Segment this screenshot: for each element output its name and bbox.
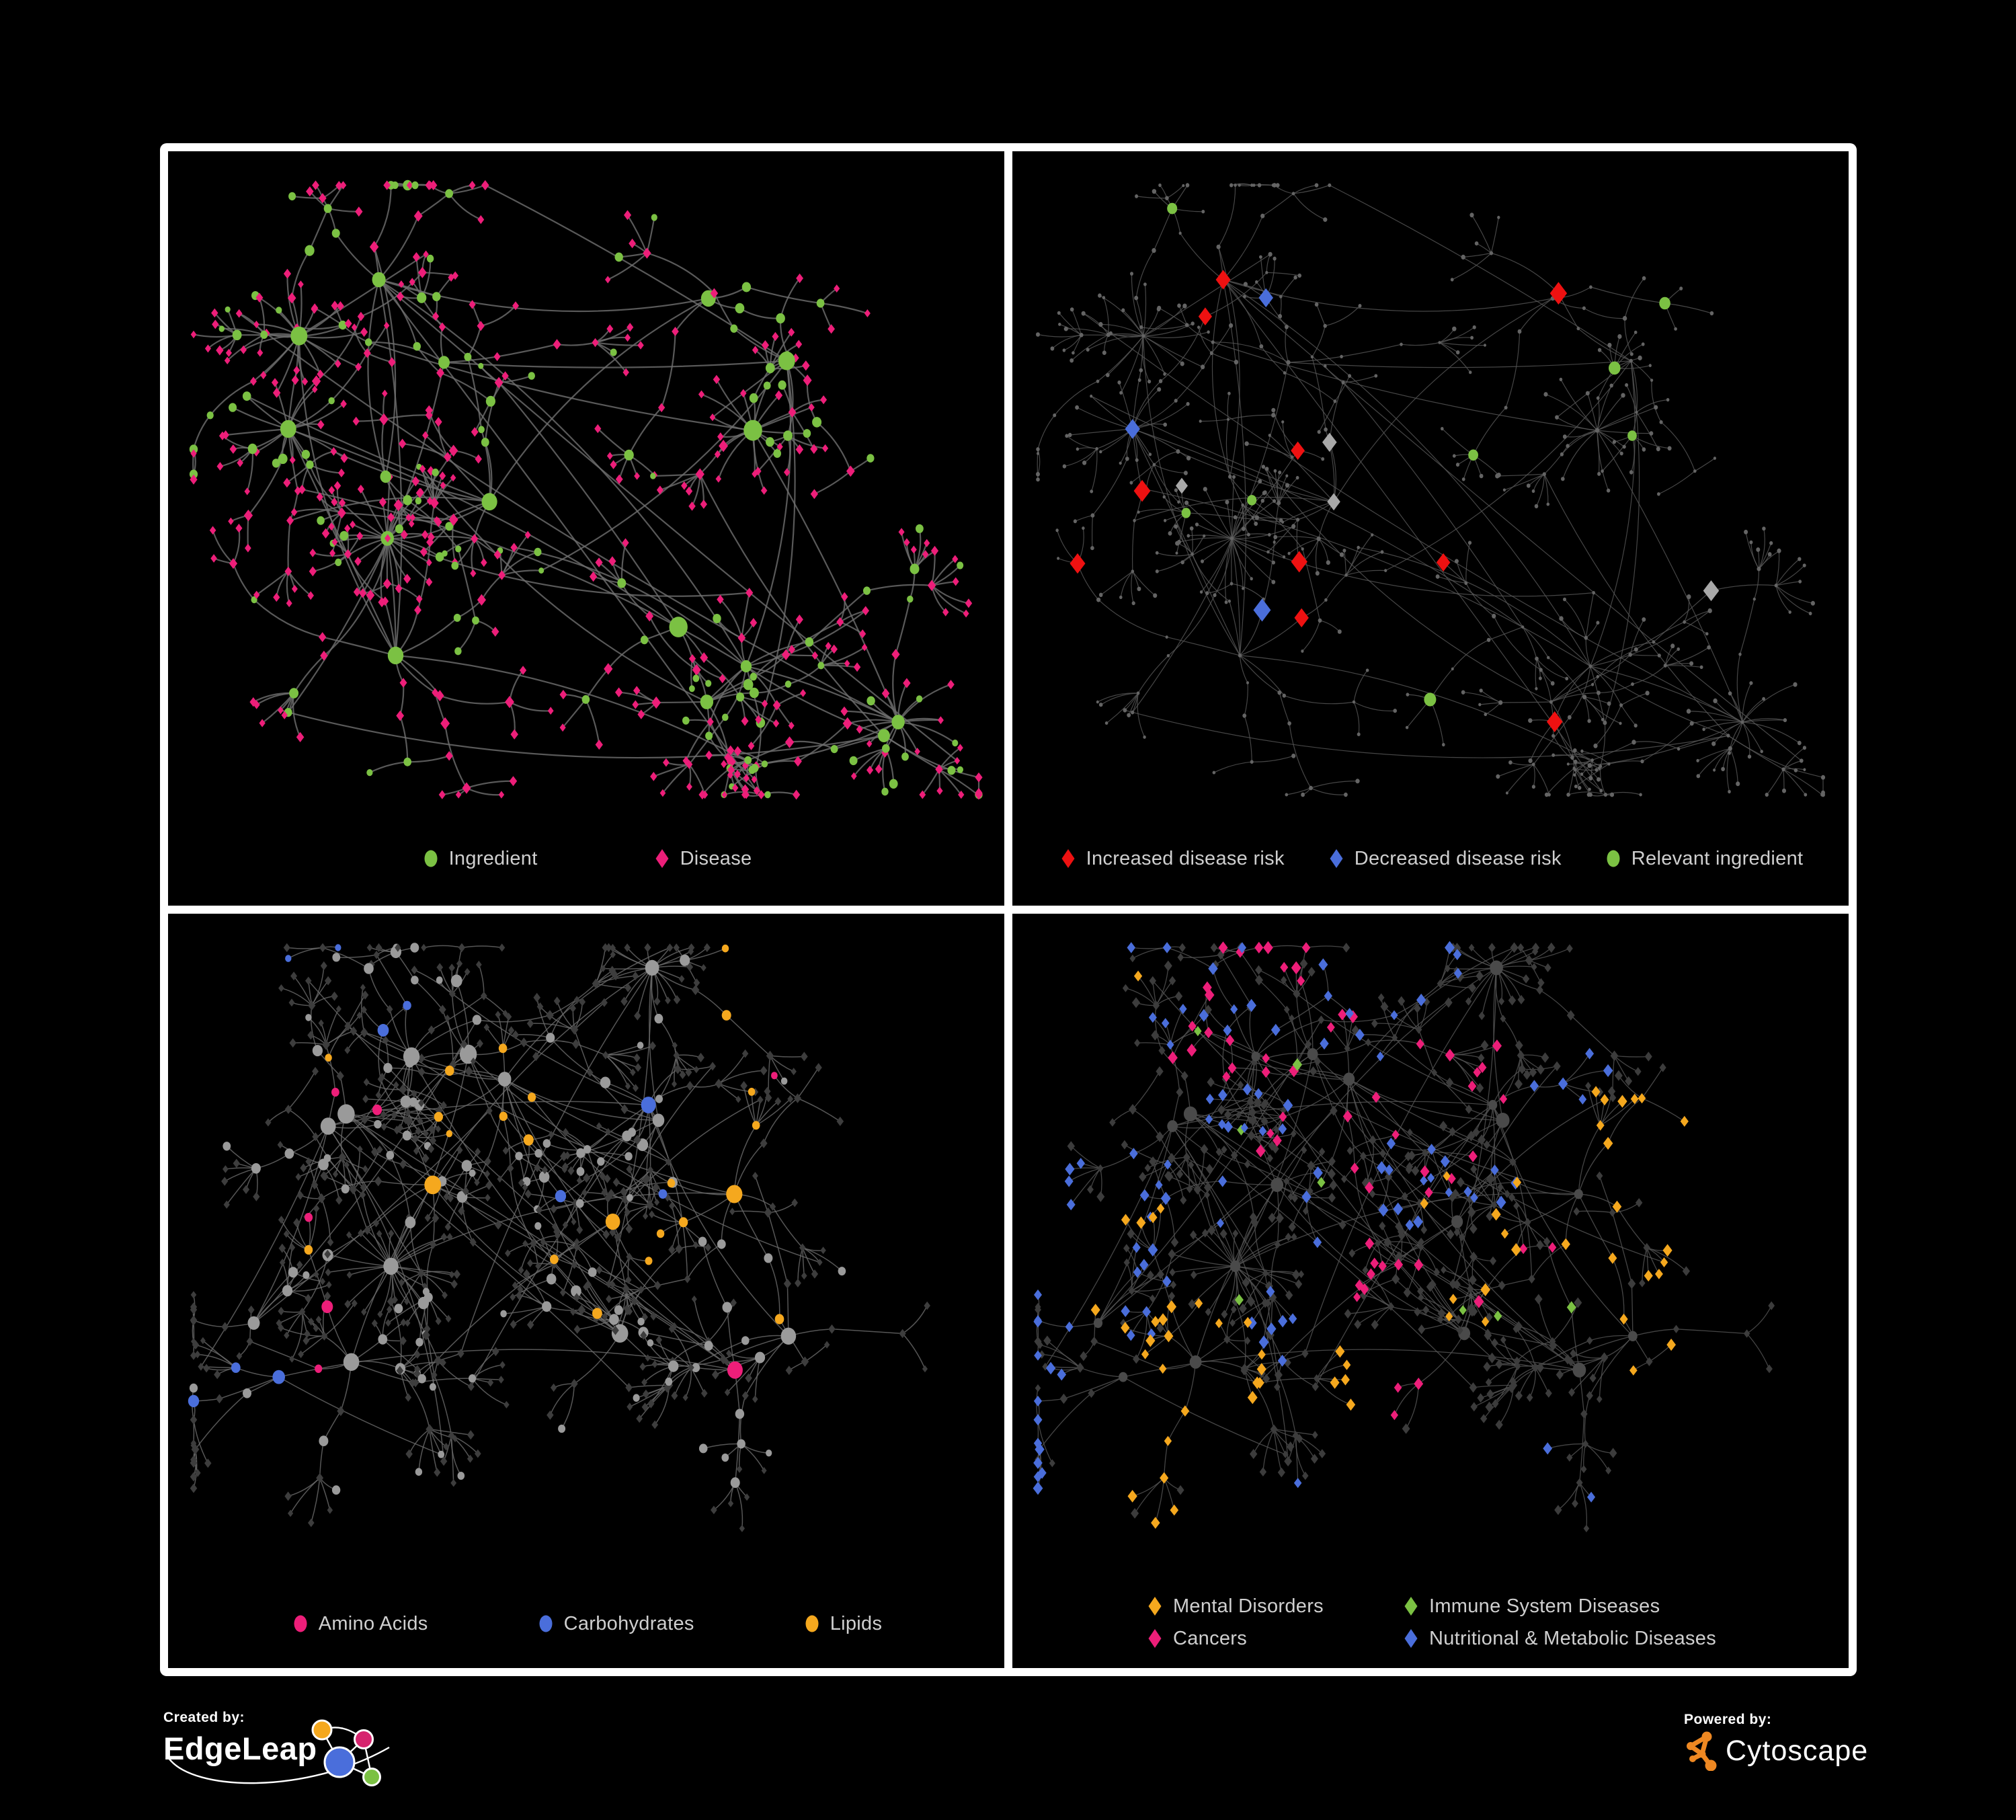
legend-item-disease: Disease xyxy=(652,846,752,871)
legend-item-mental-disorders: Mental Disorders xyxy=(1145,1594,1324,1618)
legend-disease-classes: Mental Disorders Immune System Diseases … xyxy=(1012,1594,1849,1651)
legend-label: Lipids xyxy=(830,1612,883,1634)
legend-item-relevant-ingredient: Relevant ingredient xyxy=(1603,846,1804,871)
legend-item-increased-risk: Increased disease risk xyxy=(1058,846,1285,871)
legend-item-metabolic-diseases: Nutritional & Metabolic Diseases xyxy=(1401,1626,1716,1651)
legend-item-decreased-risk: Decreased disease risk xyxy=(1326,846,1562,871)
legend-label: Mental Disorders xyxy=(1172,1595,1324,1617)
legend-label: Relevant ingredient xyxy=(1631,847,1804,869)
powered-by-label: Powered by: xyxy=(1684,1712,1772,1727)
amino-acids-circle-icon xyxy=(294,1615,307,1632)
legend-nutrient-classes: Amino Acids Carbohydrates Lipids xyxy=(168,1612,1004,1636)
legend-label: Disease xyxy=(680,847,752,869)
edgeleap-credit: Created by: EdgeLeap xyxy=(163,1710,419,1804)
legend-label: Increased disease risk xyxy=(1086,847,1285,869)
legend-item-carbohydrates: Carbohydrates xyxy=(536,1612,694,1636)
cytoscape-credit: Powered by: Cytoscape xyxy=(1684,1712,1926,1792)
increased-risk-diamond-icon xyxy=(1061,849,1075,868)
cytoscape-logo-icon xyxy=(1687,1731,1717,1771)
legend-label: Ingredient xyxy=(448,847,538,869)
edgeleap-logo-icon xyxy=(168,1719,390,1786)
mental-disorders-diamond-icon xyxy=(1148,1597,1162,1616)
legend-label: Decreased disease risk xyxy=(1354,847,1562,869)
legend-label: Nutritional & Metabolic Diseases xyxy=(1428,1627,1717,1649)
panel-nutrient-classes: Amino Acids Carbohydrates Lipids xyxy=(168,914,1004,1668)
figure-frame: Ingredient Disease Increased disease ris… xyxy=(160,143,1857,1676)
network-graph-ingredient-disease xyxy=(189,180,983,800)
created-by-label: Created by: xyxy=(163,1710,245,1725)
panel-ingredient-disease: Ingredient Disease xyxy=(168,151,1004,906)
immune-diseases-diamond-icon xyxy=(1404,1597,1418,1616)
legend-item-ingredient: Ingredient xyxy=(421,846,538,871)
cytoscape-wordmark: Cytoscape xyxy=(1726,1734,1869,1767)
panel-disease-risk: Increased disease risk Decreased disease… xyxy=(1012,151,1849,906)
network-graph-disease-risk xyxy=(1036,183,1826,797)
legend-disease-risk: Increased disease risk Decreased disease… xyxy=(1012,846,1849,871)
panel-disease-classes: Mental Disorders Immune System Diseases … xyxy=(1012,914,1849,1668)
legend-label: Immune System Diseases xyxy=(1428,1595,1660,1617)
legend-label: Carbohydrates xyxy=(563,1612,694,1634)
metabolic-diseases-diamond-icon xyxy=(1404,1629,1418,1648)
legend-item-cancers: Cancers xyxy=(1145,1626,1324,1651)
carbohydrates-circle-icon xyxy=(539,1615,553,1632)
network-graph-nutrient-classes xyxy=(188,943,930,1532)
decreased-risk-diamond-icon xyxy=(1330,849,1343,868)
legend-item-amino-acids: Amino Acids xyxy=(290,1612,428,1636)
legend-ingredient-disease: Ingredient Disease xyxy=(168,846,1004,871)
legend-item-lipids: Lipids xyxy=(802,1612,883,1636)
edgeleap-wordmark: EdgeLeap xyxy=(163,1731,317,1766)
disease-diamond-icon xyxy=(655,849,669,868)
legend-label: Cancers xyxy=(1172,1627,1248,1649)
legend-item-immune-diseases: Immune System Diseases xyxy=(1401,1594,1716,1618)
lipids-circle-icon xyxy=(805,1615,819,1632)
legend-label: Amino Acids xyxy=(318,1612,428,1634)
relevant-ingredient-circle-icon xyxy=(1607,850,1620,867)
cancers-diamond-icon xyxy=(1148,1629,1162,1648)
network-graph-disease-classes xyxy=(1033,941,1775,1533)
ingredient-circle-icon xyxy=(424,850,438,867)
